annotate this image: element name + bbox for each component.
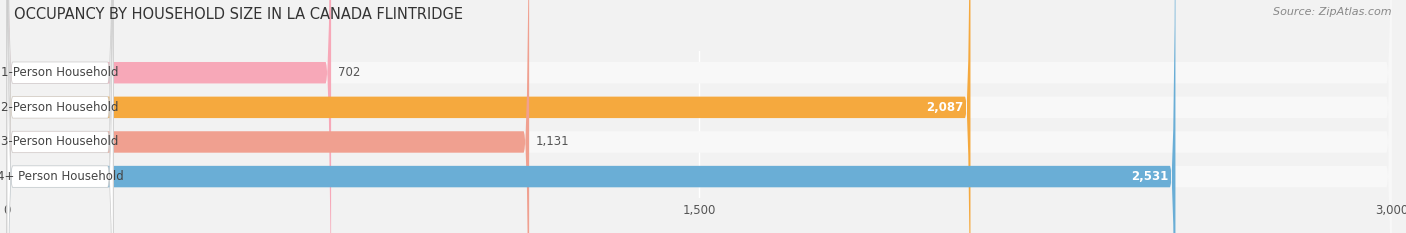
Text: OCCUPANCY BY HOUSEHOLD SIZE IN LA CANADA FLINTRIDGE: OCCUPANCY BY HOUSEHOLD SIZE IN LA CANADA…: [14, 7, 463, 22]
FancyBboxPatch shape: [7, 0, 114, 233]
FancyBboxPatch shape: [7, 0, 1392, 233]
FancyBboxPatch shape: [7, 0, 114, 233]
Text: 3-Person Household: 3-Person Household: [1, 135, 118, 148]
FancyBboxPatch shape: [7, 0, 529, 233]
Text: 1-Person Household: 1-Person Household: [1, 66, 120, 79]
Text: 702: 702: [337, 66, 360, 79]
FancyBboxPatch shape: [7, 0, 1392, 233]
Text: 2,531: 2,531: [1132, 170, 1168, 183]
FancyBboxPatch shape: [7, 0, 114, 233]
FancyBboxPatch shape: [7, 0, 1175, 233]
FancyBboxPatch shape: [7, 0, 1392, 233]
Text: 1,131: 1,131: [536, 135, 569, 148]
Text: Source: ZipAtlas.com: Source: ZipAtlas.com: [1274, 7, 1392, 17]
FancyBboxPatch shape: [7, 0, 114, 233]
Text: 4+ Person Household: 4+ Person Household: [0, 170, 124, 183]
FancyBboxPatch shape: [7, 0, 1392, 233]
Text: 2-Person Household: 2-Person Household: [1, 101, 120, 114]
FancyBboxPatch shape: [7, 0, 330, 233]
FancyBboxPatch shape: [7, 0, 970, 233]
Text: 2,087: 2,087: [927, 101, 963, 114]
